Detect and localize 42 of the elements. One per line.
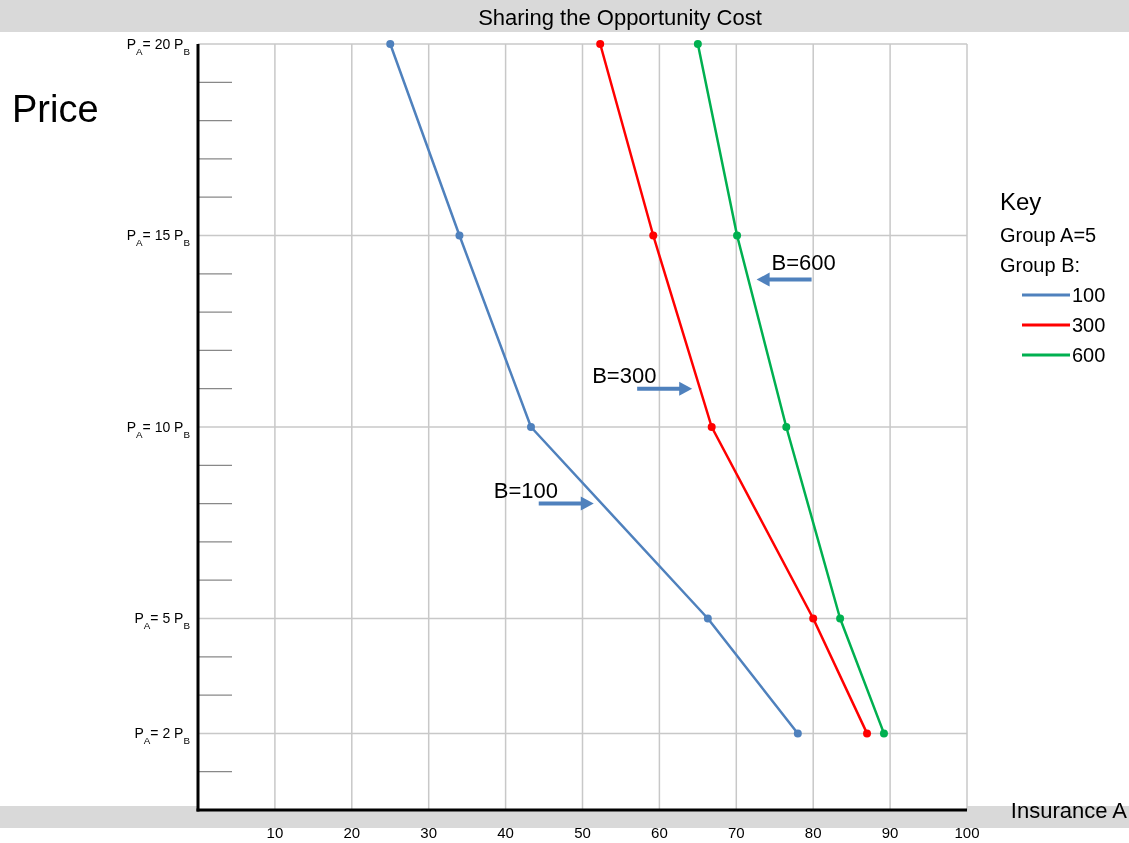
annotation: B=600 <box>771 249 836 275</box>
point <box>386 40 395 48</box>
x-tick-label: 100 <box>954 824 980 841</box>
x-tick-label: 50 <box>574 824 591 841</box>
x-tick-label: 20 <box>343 824 361 841</box>
point <box>836 614 845 623</box>
point <box>703 614 712 623</box>
y-axis-title: Price <box>12 88 99 130</box>
point <box>455 231 464 240</box>
point <box>879 729 888 738</box>
point <box>863 729 872 738</box>
y-tick-label: P$_{A}$= 10 P$_{B}$ <box>126 418 191 440</box>
point <box>526 423 535 431</box>
y-tick-label: P$_{A}$= 15 P$_{B}$ <box>126 227 191 248</box>
annotation: B=100 <box>493 477 558 503</box>
legend-title: Key <box>1000 188 1042 215</box>
point <box>733 231 742 240</box>
x-tick-label: 40 <box>497 824 514 841</box>
point <box>596 40 605 48</box>
legend-label: 600 <box>1072 344 1106 366</box>
text: Group B: <box>1000 254 1081 276</box>
x-tick-label: 80 <box>804 824 822 841</box>
legend-label: 300 <box>1072 314 1106 336</box>
point <box>782 423 791 431</box>
y-tick-label: P$_{A}$= 2 P$_{B}$ <box>134 725 191 746</box>
text: Group A=5 <box>1000 224 1097 246</box>
x-tick-label: 70 <box>727 824 745 841</box>
annotation: B=300 <box>592 362 657 388</box>
chart-title: Sharing the Opportunity Cost <box>478 5 762 30</box>
x-axis-title: Insurance A <box>1010 798 1128 823</box>
point <box>649 231 658 240</box>
x-tick-label: 90 <box>881 824 899 841</box>
x-tick-label: 30 <box>420 824 438 841</box>
point <box>693 40 702 48</box>
x-tick-label: 60 <box>651 824 668 841</box>
point <box>793 729 802 738</box>
point <box>809 614 818 623</box>
y-tick-label: P$_{A}$= 20 P$_{B}$ <box>126 35 191 57</box>
legend-label: 100 <box>1072 284 1106 306</box>
x-tick-label: 10 <box>266 824 284 841</box>
point <box>707 423 716 431</box>
y-tick-label: P$_{A}$= 5 P$_{B}$ <box>134 610 191 631</box>
